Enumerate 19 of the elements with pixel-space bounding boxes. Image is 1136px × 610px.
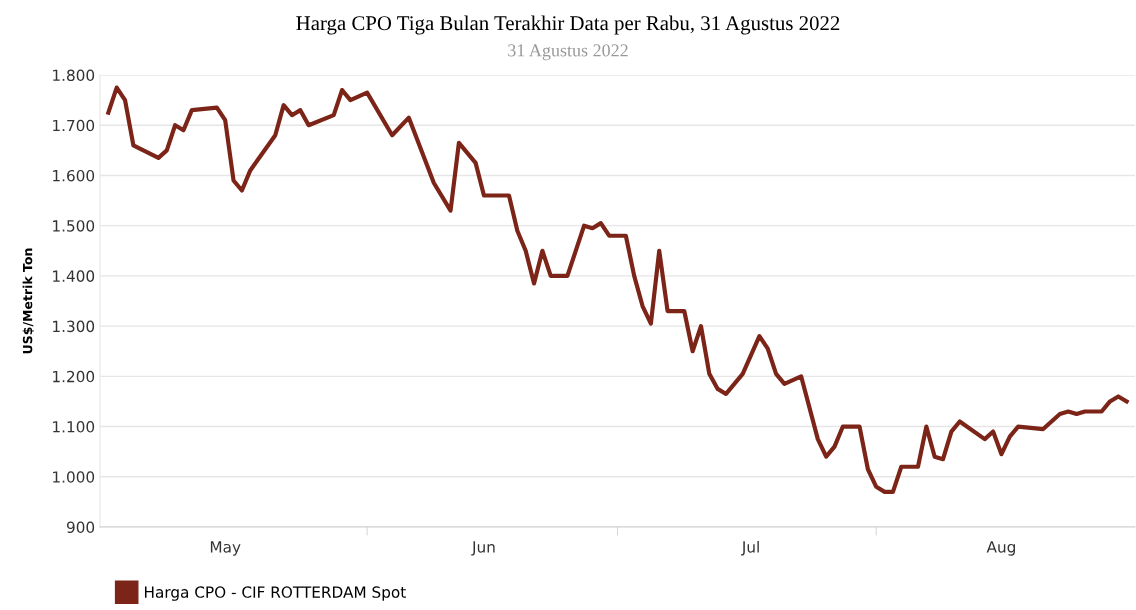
x-tick-label: Jun xyxy=(471,541,495,556)
x-tick-label: Aug xyxy=(986,541,1015,556)
line-series xyxy=(106,85,1129,494)
chart-title: Harga CPO Tiga Bulan Terakhir Data per Rabu, 31 Agustus 2022 xyxy=(296,15,840,35)
x-tick-label: Jul xyxy=(741,540,759,556)
y-tick-label: 1.600 xyxy=(53,169,95,182)
y-tick-label: 1.800 xyxy=(53,69,95,82)
y-tick-label: 1.300 xyxy=(53,320,95,333)
y-tick-label: 1.200 xyxy=(53,370,95,383)
y-axis-title: US$/Metrik Ton xyxy=(22,248,34,354)
x-tick-label: May xyxy=(210,541,241,556)
y-tick-label: 1.000 xyxy=(53,471,95,483)
y-tick-label: 1.100 xyxy=(53,421,95,433)
y-tick-label: 1.400 xyxy=(53,270,95,282)
y-tick-label: 900 xyxy=(66,521,95,534)
y-tick-label: 1.500 xyxy=(53,220,95,232)
y-tick-label: 1.700 xyxy=(53,119,95,132)
legend-label: Harga CPO - CIF ROTTERDAM Spot xyxy=(144,586,406,601)
chart-subtitle: 31 Agustus 2022 xyxy=(508,44,628,61)
